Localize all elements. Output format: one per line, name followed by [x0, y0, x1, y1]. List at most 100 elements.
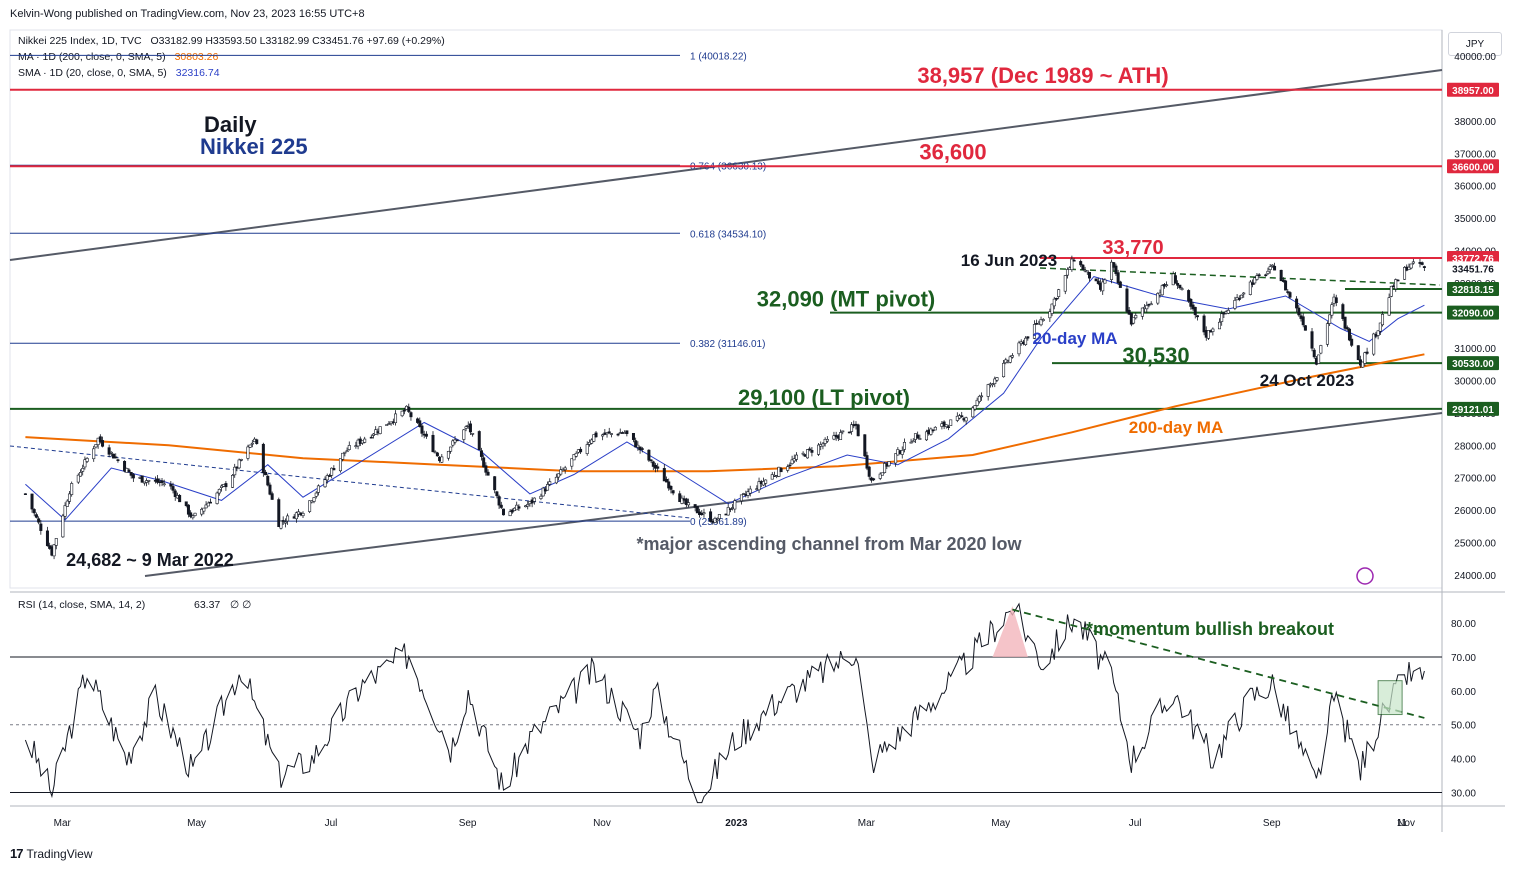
- candle-body: [1312, 349, 1316, 358]
- candle-body: [680, 497, 684, 504]
- candle-body: [960, 415, 964, 418]
- candle-body: [590, 439, 594, 444]
- candle-body: [387, 423, 391, 425]
- candle-body: [30, 493, 34, 510]
- candle-body: [1206, 330, 1210, 339]
- candle-body: [464, 426, 468, 429]
- candle-body: [268, 484, 272, 495]
- candle-body: [191, 515, 195, 519]
- brand-footer: 17 TradingView: [10, 846, 93, 861]
- candle-body: [407, 406, 411, 412]
- candle-body: [1422, 266, 1426, 268]
- candle-body: [78, 472, 82, 477]
- y-tick-label: 27000.00: [1454, 474, 1496, 485]
- candle-body: [559, 469, 563, 475]
- currency-button[interactable]: JPY: [1448, 32, 1502, 56]
- price-tag-label: 38957.00: [1452, 86, 1494, 97]
- rsi-legend-extra: ∅ ∅: [230, 599, 251, 611]
- candle-body: [1381, 313, 1385, 326]
- candle-body: [369, 436, 373, 439]
- candle-body: [636, 444, 640, 448]
- candle-body: [1334, 297, 1338, 303]
- x-tick-label: Sep: [1263, 818, 1281, 829]
- candle-body: [98, 436, 102, 442]
- candle-body: [1178, 284, 1182, 289]
- candle-body: [728, 508, 732, 510]
- y-tick-label: 30000.00: [1454, 376, 1496, 387]
- candle-body: [1057, 289, 1061, 297]
- candle-body: [101, 440, 105, 447]
- candle-body: [343, 451, 347, 454]
- candle-body: [1054, 297, 1058, 300]
- x-tick-label: May: [991, 818, 1010, 829]
- candle-body: [825, 439, 829, 442]
- legend-ma20: SMA · 1D (20, close, 0, SMA, 5) 32316.74: [18, 67, 220, 79]
- candle-body: [1217, 321, 1221, 330]
- candle-body: [39, 523, 43, 531]
- candle-body: [601, 434, 605, 437]
- candle-body: [1072, 259, 1076, 262]
- candle-body: [1176, 282, 1180, 286]
- candle-body: [1361, 361, 1365, 368]
- rsi-y-tick-label: 80.00: [1451, 619, 1476, 630]
- legend-ma200-value: 30803.26: [174, 51, 219, 63]
- candle-body: [592, 434, 596, 442]
- candle-body: [1010, 355, 1014, 358]
- candle-body: [215, 492, 219, 504]
- candle-body: [1050, 303, 1054, 314]
- candle-body: [1341, 304, 1345, 319]
- rsi-legend-value: 63.37: [194, 599, 220, 611]
- candle-body: [662, 468, 666, 482]
- y-tick-label: 31000.00: [1454, 344, 1496, 355]
- candle-body: [385, 424, 389, 426]
- candle-body: [702, 512, 706, 515]
- candle-body: [1242, 292, 1246, 295]
- candle-body: [856, 424, 860, 437]
- candle-body: [233, 466, 237, 476]
- x-tick-label: Jul: [325, 818, 338, 829]
- candle-body: [839, 432, 843, 440]
- price-tag-label: 33772.76: [1452, 254, 1494, 265]
- candle-body: [1048, 311, 1052, 319]
- candle-body: [517, 506, 521, 509]
- price-tag-label: 36600.00: [1452, 162, 1494, 173]
- candle-body: [625, 430, 629, 434]
- price-tag: [1447, 356, 1499, 371]
- candle-body: [482, 457, 486, 468]
- candle-body: [248, 444, 252, 448]
- candle-body: [1094, 278, 1098, 282]
- rsi-y-tick-label: 50.00: [1451, 721, 1476, 732]
- candle-body: [394, 413, 398, 424]
- candle-body: [546, 484, 550, 491]
- candle-body: [81, 468, 85, 472]
- candle-body: [1149, 303, 1153, 306]
- candle-body: [867, 466, 871, 477]
- candle-body: [924, 431, 928, 441]
- candle-body: [665, 479, 669, 483]
- fib-level-label: 1 (40018.22): [690, 51, 747, 62]
- candle-body: [76, 474, 80, 483]
- candle-body: [34, 514, 38, 518]
- candle-body: [402, 409, 406, 412]
- candle-body: [977, 395, 981, 402]
- candle-body: [279, 520, 283, 529]
- candle-body: [1407, 266, 1411, 270]
- legend-ma200-label: MA · 1D (200, close, 0, SMA, 5): [18, 51, 166, 63]
- fib-level-label: 0 (25661.89): [690, 517, 747, 528]
- candle-body: [32, 509, 36, 514]
- chart-subtitle: Nikkei 225: [200, 134, 308, 159]
- candle-body: [162, 483, 166, 486]
- channel-lower-line: [144, 412, 1443, 577]
- candle-body: [1297, 307, 1301, 316]
- candle-body: [1270, 264, 1274, 267]
- candle-body: [669, 485, 673, 490]
- candle-body: [631, 432, 635, 440]
- candle-body: [420, 425, 424, 434]
- candle-body: [616, 433, 620, 436]
- candle-body: [1389, 285, 1393, 297]
- candle-body: [788, 464, 792, 467]
- candle-body: [250, 442, 254, 445]
- candle-body: [1112, 262, 1116, 268]
- rsi-y-tick-label: 30.00: [1451, 788, 1476, 799]
